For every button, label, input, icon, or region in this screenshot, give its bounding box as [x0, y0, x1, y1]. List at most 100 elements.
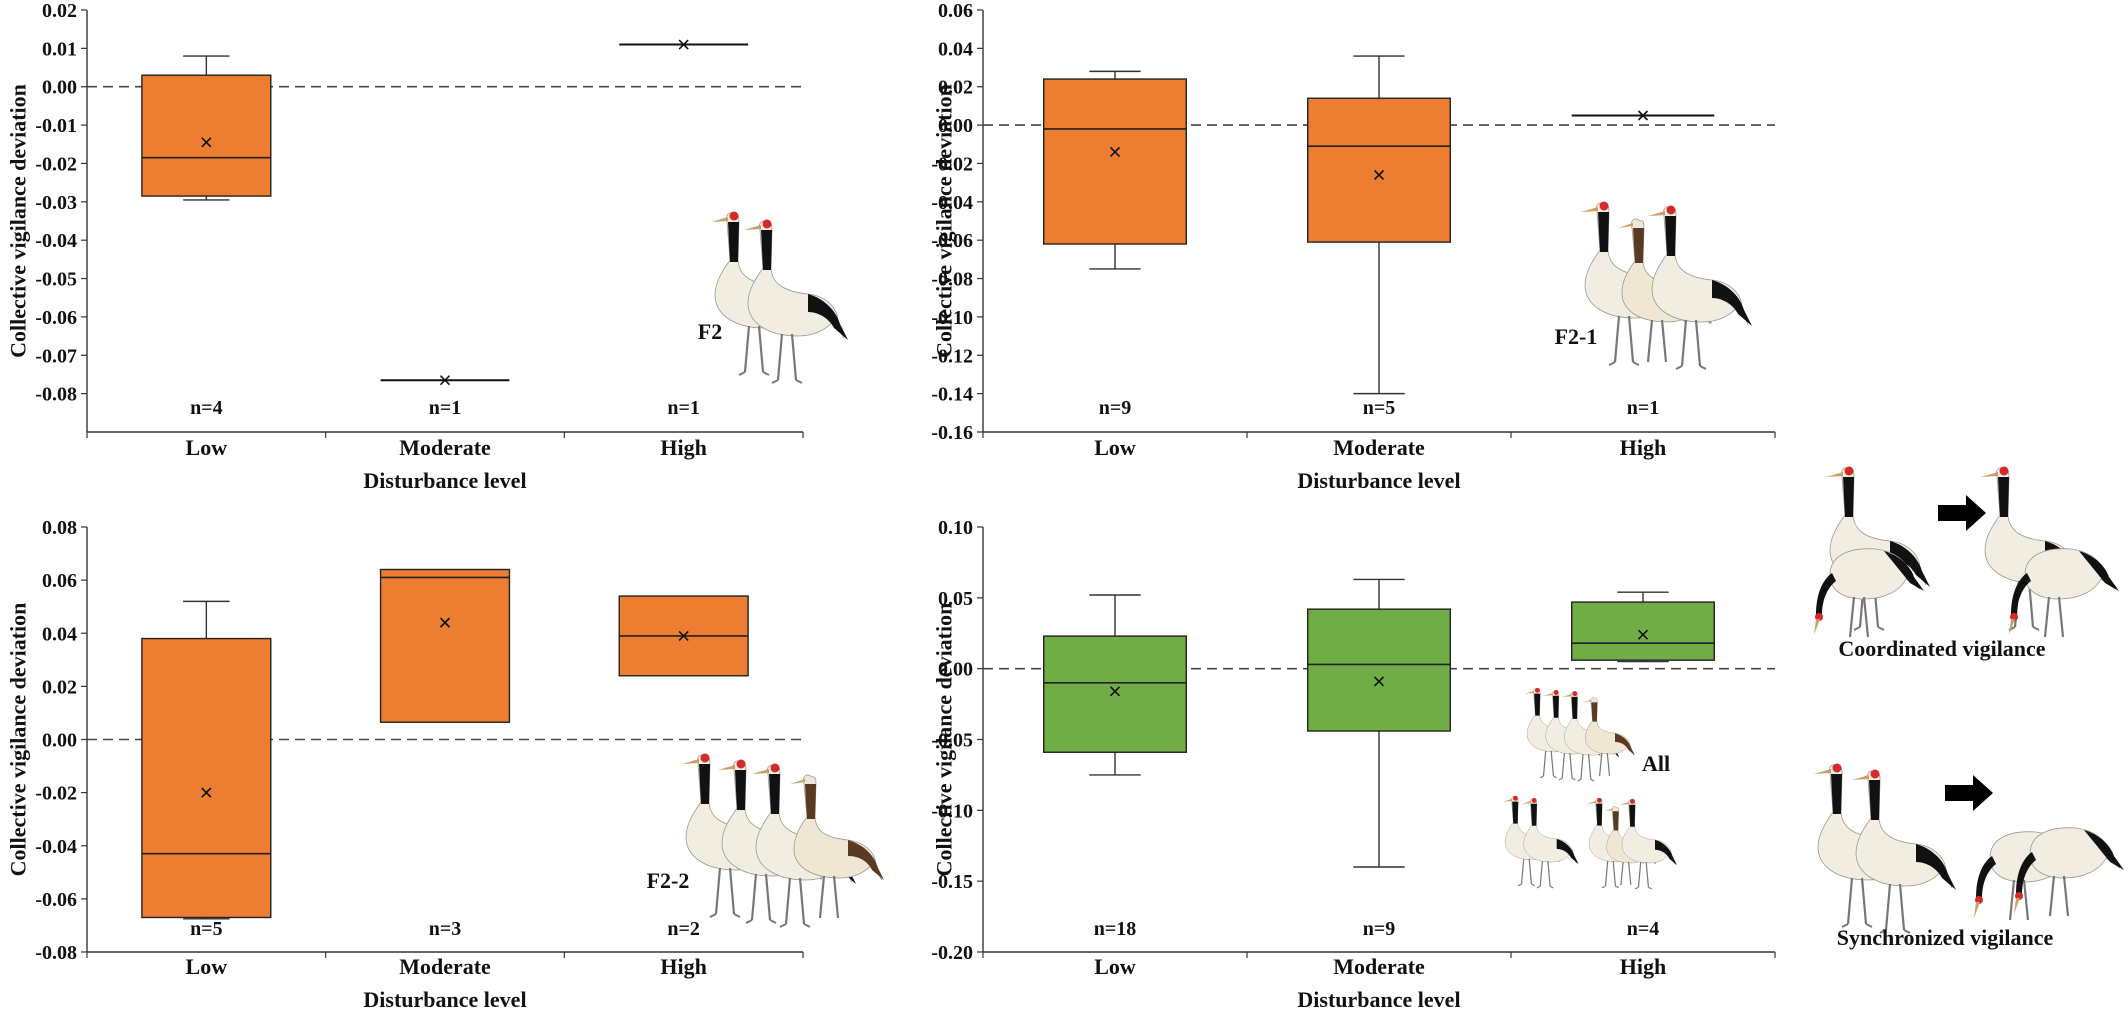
category-label: Low: [1094, 435, 1136, 460]
x-axis-title: Disturbance level: [1297, 987, 1460, 1012]
mean-marker: [678, 39, 689, 50]
legend-synchronized: Synchronized vigilance: [1812, 762, 2126, 950]
y-tick-label: -0.06: [35, 307, 77, 329]
box-body: [1571, 601, 1715, 661]
box-moderate: n=5: [1307, 55, 1451, 419]
box-high: n=1: [619, 39, 749, 419]
sample-size-label: n=9: [1099, 397, 1132, 419]
y-tick-label: 0.02: [42, 0, 77, 22]
y-tick-label: -0.02: [35, 783, 77, 805]
chart-panel-1: -0.08 -0.07 -0.06 -0.05 -0.04 -0.03 -0.02 -0.01…: [6, 0, 804, 493]
mean-marker: [1109, 686, 1121, 697]
y-tick-label: -0.05: [35, 269, 77, 291]
y-tick-label: -0.02: [931, 153, 973, 175]
mean-marker: [1637, 110, 1649, 121]
y-tick-label: 0.06: [42, 570, 77, 592]
box-low: n=9: [1043, 70, 1187, 419]
y-tick-label: 0.00: [938, 115, 973, 137]
mean-marker: [439, 617, 451, 628]
y-tick-label: 0.06: [938, 0, 973, 22]
sample-size-label: n=3: [429, 918, 462, 940]
y-tick-label: -0.15: [931, 871, 973, 893]
y-tick-label: -0.01: [35, 115, 77, 137]
panel-label: F2-1: [1555, 324, 1598, 349]
category-label: High: [1620, 435, 1666, 460]
x-axis-title: Disturbance level: [363, 987, 526, 1012]
y-tick-label: 0.10: [938, 517, 973, 539]
box-low: n=18: [1043, 594, 1187, 940]
sample-size-label: n=5: [190, 918, 223, 940]
crane-illustration-f2: [709, 210, 850, 385]
category-label: Low: [1094, 954, 1136, 979]
y-tick-label: 0.00: [42, 77, 77, 99]
y-tick-label: -0.10: [931, 307, 973, 329]
y-axis-title: Collective vigilance deviation: [6, 84, 31, 358]
sample-size-label: n=1: [1627, 397, 1660, 419]
y-tick-label: 0.04: [42, 623, 77, 645]
box-body: [1307, 97, 1451, 243]
y-tick-label: -0.06: [35, 889, 77, 911]
y-tick-label: 0.00: [938, 659, 973, 681]
box-body: [1307, 608, 1451, 732]
mean-marker: [439, 375, 451, 386]
y-tick-label: -0.10: [931, 800, 973, 822]
chart-panels: -0.08 -0.07 -0.06 -0.05 -0.04 -0.03 -0.02 -0.01…: [6, 0, 1776, 1012]
mean-marker: [1109, 146, 1121, 158]
y-tick-label: 0.01: [42, 38, 77, 60]
y-tick-label: 0.08: [42, 517, 77, 539]
category-label: High: [660, 435, 706, 460]
category-label: Low: [186, 954, 228, 979]
box-body: [141, 637, 272, 919]
y-tick-label: -0.06: [931, 230, 973, 252]
y-tick-label: 0.04: [938, 38, 973, 60]
category-label: Low: [186, 435, 228, 460]
y-axis-title: Collective vigilance deviation: [6, 603, 31, 877]
coordinated-vigilance-label: Coordinated vigilance: [1838, 636, 2045, 661]
chart-panel-3: -0.08 -0.06 -0.04 -0.02 0.00 0.02 0.04 0.06 0.08…: [6, 517, 804, 1012]
box-body: [1043, 635, 1187, 753]
panel-label: All: [1642, 751, 1670, 776]
box-low: n=5: [141, 600, 272, 940]
category-label: Moderate: [399, 435, 491, 460]
box-low: n=4: [141, 55, 272, 419]
sample-size-label: n=1: [429, 397, 462, 419]
sample-size-label: n=9: [1363, 918, 1396, 940]
mean-marker: [201, 137, 212, 148]
sample-size-label: n=1: [667, 397, 700, 419]
y-tick-label: -0.03: [35, 192, 77, 214]
category-label: High: [660, 954, 706, 979]
sample-size-label: n=2: [667, 918, 700, 940]
y-tick-label: -0.04: [35, 836, 77, 858]
category-label: Moderate: [1333, 435, 1425, 460]
chart-panel-2: -0.16 -0.14 -0.12 -0.10 -0.08 -0.06 -0.04 -0.02…: [931, 0, 1776, 493]
mean-marker: [1373, 676, 1385, 687]
panel-label: F2-2: [647, 868, 690, 893]
box-high: n=1: [1571, 110, 1715, 419]
mean-marker: [1637, 629, 1649, 640]
sample-size-label: n=5: [1363, 397, 1396, 419]
y-tick-label: -0.04: [931, 192, 973, 214]
crane-illustration-f2-1: [1579, 200, 1754, 371]
box-body: [1043, 78, 1187, 245]
box-moderate: n=3: [379, 568, 511, 940]
category-label: Moderate: [1333, 954, 1425, 979]
y-tick-label: -0.04: [35, 230, 77, 252]
category-label: Moderate: [399, 954, 491, 979]
box-body: [141, 74, 272, 197]
crane-illustration-all: [1502, 687, 1678, 890]
y-tick-label: -0.02: [35, 153, 77, 175]
box-moderate: n=1: [380, 375, 510, 419]
y-tick-label: -0.20: [931, 942, 973, 964]
x-axis-title: Disturbance level: [363, 468, 526, 493]
box-moderate: n=9: [1307, 578, 1451, 940]
legend-coordinated: Coordinated vigilance: [1812, 465, 2121, 661]
y-axis-title: Collective vigilance deviation: [932, 84, 957, 358]
synchronized-vigilance-label: Synchronized vigilance: [1837, 925, 2054, 950]
category-label: High: [1620, 954, 1666, 979]
box-high: n=4: [1571, 591, 1715, 940]
y-axis-title: Collective vigilance deviation: [932, 603, 957, 877]
mean-marker: [1373, 169, 1385, 181]
panel-label: F2: [698, 319, 722, 344]
x-axis-title: Disturbance level: [1297, 468, 1460, 493]
